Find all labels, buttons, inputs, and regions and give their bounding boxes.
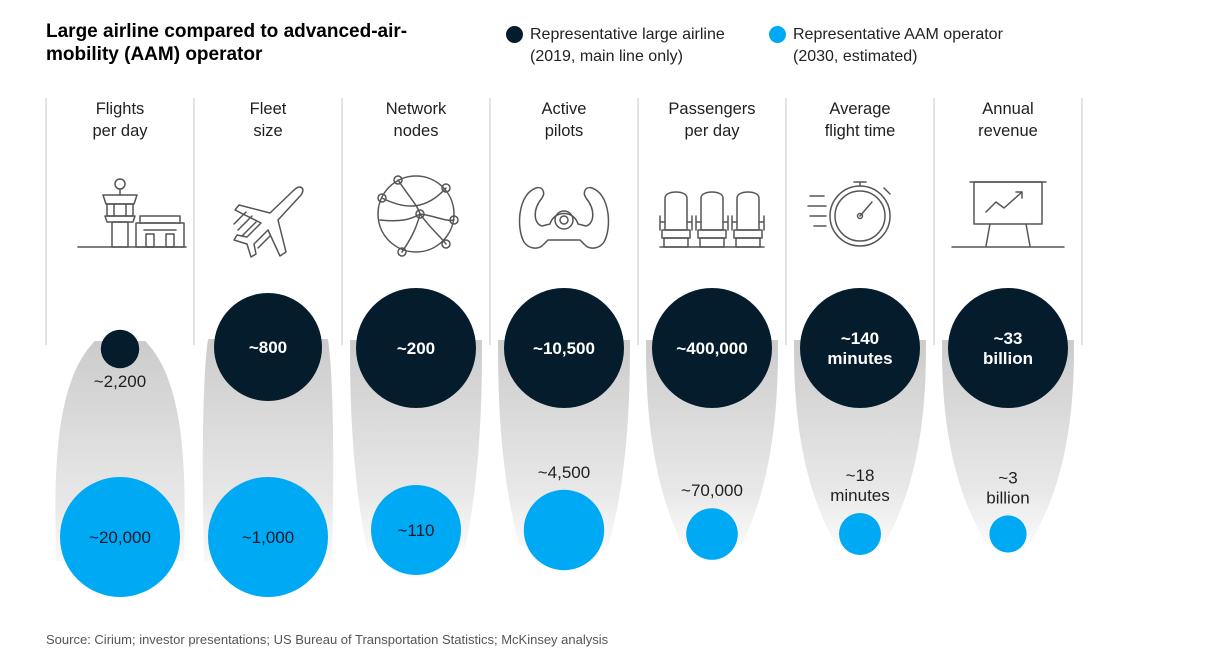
yoke-icon <box>518 186 610 249</box>
legend-label-aam-line2: (2030, estimated) <box>793 48 918 65</box>
airline-value-label: ~800 <box>249 338 287 357</box>
airline-bubble <box>800 288 920 408</box>
aam-bubble <box>60 477 180 597</box>
aam-bubble <box>989 515 1027 553</box>
legend-item-aam: Representative AAM operator (2030, estim… <box>769 24 1003 68</box>
airline-value-label: ~2,200 <box>94 372 146 391</box>
legend-item-airline: Representative large airline (2019, main… <box>506 24 725 68</box>
aam-value-label: ~18 <box>846 466 875 485</box>
airline-value-label: billion <box>983 349 1033 368</box>
airline-bubble <box>100 329 140 369</box>
airline-bubble <box>504 288 624 408</box>
airline-bubble <box>214 293 322 401</box>
column-header-4-line2: per day <box>684 122 740 140</box>
airline-value-label: ~33 <box>994 329 1023 348</box>
aam-value-label: ~4,500 <box>538 463 590 482</box>
aam-bubble <box>523 489 605 571</box>
column-header-4-line1: Passengers <box>668 100 755 118</box>
airline-value-label: ~400,000 <box>676 339 747 358</box>
aam-bubble <box>208 477 328 597</box>
control-tower-icon <box>77 178 187 248</box>
aam-value-label: ~20,000 <box>89 528 151 547</box>
source-note: Source: Cirium; investor presentations; … <box>46 632 609 647</box>
column-header-0-line1: Flights <box>96 100 145 118</box>
aam-bubble <box>839 513 881 555</box>
column-header-1-line1: Fleet <box>250 100 287 118</box>
column-header-6-line1: Annual <box>982 100 1033 118</box>
aam-value-label: billion <box>986 488 1029 507</box>
legend-label-airline-line1: Representative large airline <box>530 26 725 43</box>
aam-value-label: ~70,000 <box>681 481 743 500</box>
airline-bubble <box>652 288 772 408</box>
airline-bubble <box>356 288 476 408</box>
aam-value-label: ~1,000 <box>242 528 294 547</box>
airline-value-label: ~200 <box>397 339 435 358</box>
chart-title: Large airline compared to advanced-air-m… <box>46 21 408 65</box>
airline-value-label: ~10,500 <box>533 339 595 358</box>
legend-label-airline-line2: (2019, main line only) <box>530 48 683 65</box>
legend-dot-airline <box>506 26 523 43</box>
aam-value-label: ~110 <box>397 521 434 540</box>
aam-bubble <box>686 508 738 560</box>
legend-label-aam-line1: Representative AAM operator <box>793 26 1003 43</box>
legend-dot-aam <box>769 26 786 43</box>
column-header-3-line1: Active <box>542 100 587 118</box>
airline-bubble <box>948 288 1068 408</box>
network-globe-icon <box>377 175 459 257</box>
airplane-icon <box>233 186 304 258</box>
column-header-5-line2: flight time <box>825 122 896 140</box>
column-header-6-line2: revenue <box>978 122 1038 140</box>
column-header-3-line2: pilots <box>545 122 584 140</box>
airline-value-label: minutes <box>827 349 892 368</box>
column-header-0-line2: per day <box>92 122 148 140</box>
column-header-5-line1: Average <box>829 100 890 118</box>
aam-value-label: minutes <box>830 486 890 505</box>
aam-value-label: ~3 <box>998 468 1017 487</box>
aam-bubble <box>371 485 461 575</box>
seats-icon <box>659 191 765 248</box>
stopwatch-icon <box>807 181 891 247</box>
airline-value-label: ~140 <box>841 329 879 348</box>
revenue-chart-icon <box>951 181 1065 248</box>
column-header-2-line2: nodes <box>394 122 439 140</box>
column-header-2-line1: Network <box>386 100 447 118</box>
column-header-1-line2: size <box>253 122 282 140</box>
